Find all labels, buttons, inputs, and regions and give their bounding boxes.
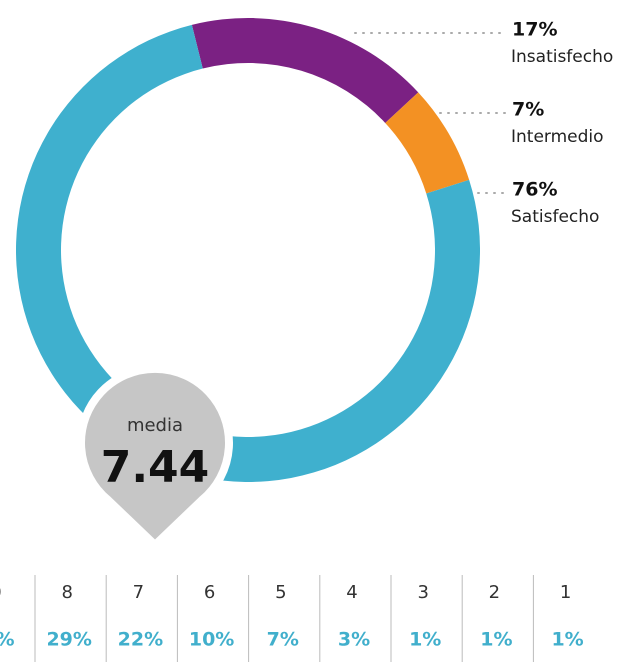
score-label: 8 [61,582,72,603]
share-label: 3% [338,629,370,651]
segment-label: Insatisfecho [511,47,613,67]
score-label: 6 [204,582,215,603]
share-label: 22% [118,629,163,651]
share-label: 1% [409,629,441,651]
donut-segment [191,17,419,123]
share-label: 1% [551,629,583,651]
mean-value: 7.44 [101,442,210,493]
donut-segment [385,92,470,194]
share-label: 29% [46,629,91,651]
segment-value-label: 76% [512,179,557,201]
score-label: 5 [275,582,286,603]
score-label: 7 [133,582,144,603]
score-label: 2 [489,582,500,603]
segment-label: Satisfecho [511,207,599,227]
score-label: 4 [346,582,357,603]
segment-label: Intermedio [511,127,604,147]
pin-shape [77,364,233,549]
score-label: 3 [417,582,428,603]
mean-label: media [127,415,183,436]
score-label: 0 [0,582,2,603]
segment-value-label: 17% [512,19,557,41]
share-label: 1% [480,629,512,651]
mean-pin: media 7.44 [77,364,233,549]
share-label: % [0,629,15,651]
score-label: 1 [560,582,571,603]
legend: 17% Insatisfecho 7% Intermedio 76% Satisfecho [354,19,613,227]
donut [16,17,481,483]
segment-value-label: 7% [512,99,544,121]
share-label: 7% [267,629,299,651]
share-label: 10% [189,629,234,651]
scale-row: 0% 8 29% 7 22% 6 10% 5 7% 4 3% 3 1% 2 1% 1 1% [0,575,584,662]
